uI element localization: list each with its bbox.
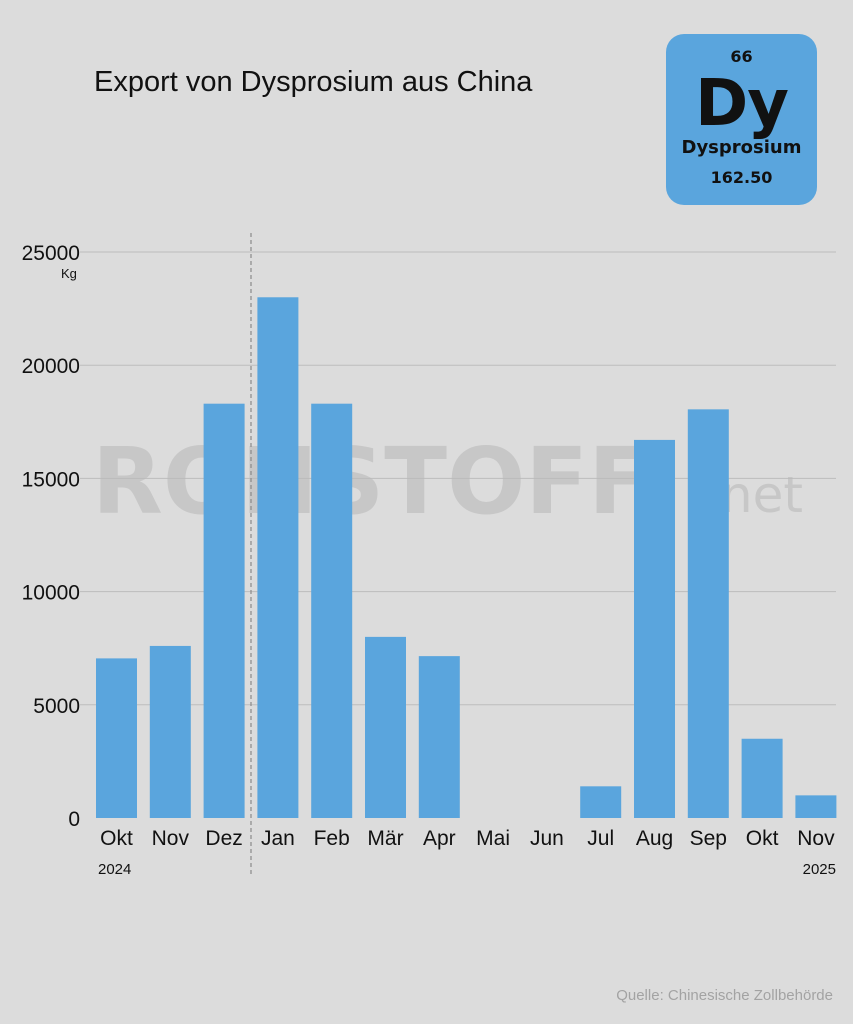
- element-atomic-number: 66: [730, 47, 753, 66]
- bar: [203, 403, 245, 818]
- x-category-label: Jan: [261, 827, 295, 850]
- y-tick-label: 10000: [22, 582, 80, 605]
- x-category-label: Nov: [797, 827, 835, 850]
- periodic-element-tile: 66 Dy Dysprosium 162.50: [666, 34, 817, 205]
- x-category-label: Mär: [367, 827, 403, 850]
- year-labels: 2024 2025: [98, 861, 836, 878]
- bar: [741, 738, 783, 818]
- bar: [580, 786, 622, 818]
- element-atomic-mass: 162.50: [710, 168, 773, 187]
- y-tick-label: 0: [68, 808, 80, 831]
- x-category-label: Aug: [636, 827, 673, 850]
- year-label: 2024: [98, 861, 131, 878]
- source-note: Quelle: Chinesische Zollbehörde: [616, 987, 833, 1004]
- y-axis-ticks: 0 5000 10000 15000 20000 25000: [22, 242, 80, 831]
- x-category-label: Feb: [314, 827, 350, 850]
- bar: [96, 658, 137, 818]
- bar: [311, 403, 353, 818]
- x-category-label: Dez: [205, 827, 242, 850]
- year-label: 2025: [803, 861, 836, 878]
- bar: [687, 409, 729, 818]
- y-tick-label: 25000: [22, 242, 80, 265]
- y-axis-unit-label: Kg: [61, 266, 77, 281]
- chart-title: Export von Dysprosium aus China: [94, 66, 533, 98]
- bar: [795, 795, 837, 818]
- x-category-label: Jun: [530, 827, 564, 850]
- bar: [634, 439, 675, 818]
- bar: [257, 297, 299, 818]
- x-category-label: Mai: [476, 827, 510, 850]
- x-axis-categories: Okt Nov Dez Jan Feb Mär Apr Mai Jun Jul Aug Sep Okt N…: [100, 827, 835, 850]
- bars: [96, 297, 837, 818]
- y-tick-label: 5000: [33, 695, 80, 718]
- x-category-label: Okt: [746, 827, 779, 850]
- bar: [149, 645, 191, 818]
- watermark-main: ROHSTOFF: [92, 428, 651, 535]
- bar: [365, 636, 406, 818]
- x-category-label: Sep: [690, 827, 727, 850]
- x-category-label: Okt: [100, 827, 133, 850]
- x-category-label: Nov: [152, 827, 190, 850]
- bar: [418, 656, 460, 818]
- x-category-label: Jul: [587, 827, 614, 850]
- x-category-label: Apr: [423, 827, 456, 850]
- element-name: Dysprosium: [681, 137, 802, 158]
- y-tick-label: 15000: [22, 468, 80, 491]
- y-tick-label: 20000: [22, 355, 80, 378]
- element-symbol: Dy: [695, 67, 789, 141]
